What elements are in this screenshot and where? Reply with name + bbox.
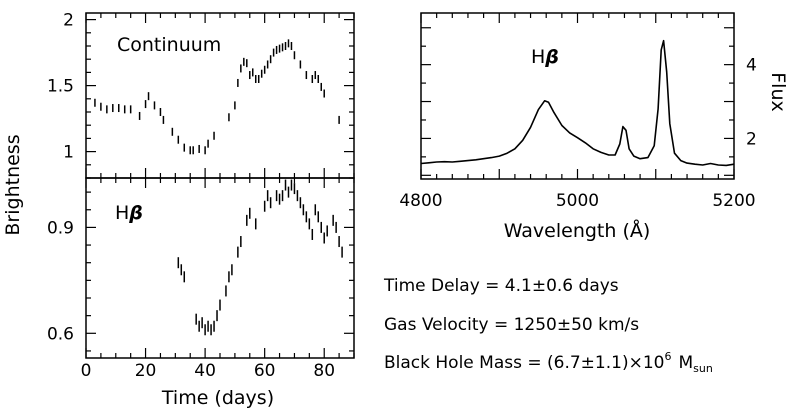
hbeta-lightcurve-points [177,179,343,336]
hbeta-lightcurve-ticks [85,178,355,358]
continuum-y-tick-label: 2 [63,11,74,31]
time-x-tick-label: 80 [313,361,335,381]
black-hole-mass-exponent: 6 [664,350,671,363]
flux-y-tick-labels: 24 [746,56,757,150]
spectrum-hbeta-label-h: H [531,46,545,68]
hbeta-y-tick-label: 0.6 [47,324,74,344]
spectrum-hbeta-label: Hβ [531,46,559,68]
gas-velocity-text: Gas Velocity = 1250±50 km/s [384,315,639,335]
time-x-tick-labels: 0 20 40 60 80 [81,361,335,381]
hbeta-lightcurve-label-beta: β [128,202,143,224]
black-hole-mass-unit-subscript: sun [693,362,713,375]
hbeta-y-tick-label: 0.9 [47,218,74,238]
wavelength-x-tick-labels: 4800 5000 5200 [399,191,755,211]
time-axis-title: Time (days) [161,387,274,409]
flux-y-tick-label: 4 [746,56,757,76]
time-x-tick-label: 20 [135,361,157,381]
flux-axis-title: Flux [767,72,789,112]
continuum-y-tick-label: 1 [63,143,74,163]
wavelength-x-tick-label: 4800 [399,191,442,211]
wavelength-axis-title: Wavelength (Å) [504,219,651,242]
black-hole-mass-main: Black Hole Mass = (6.7±1.1)×10 [384,353,664,373]
time-x-tick-label: 60 [254,361,276,381]
black-hole-mass-text: Black Hole Mass = (6.7±1.1)×106 Msun [384,350,713,375]
hbeta-lightcurve-label-h: H [115,202,129,224]
time-x-tick-label: 0 [81,361,92,381]
spectrum-line [420,39,735,167]
time-x-tick-label: 40 [194,361,216,381]
wavelength-x-tick-label: 5000 [556,191,599,211]
black-hole-mass-unit: M [678,353,693,373]
hbeta-lightcurve-panel: Hβ [85,177,355,359]
brightness-axis-title: Brightness [2,134,24,235]
continuum-panel: Continuum [85,12,355,179]
flux-y-tick-label: 2 [746,129,757,149]
continuum-ticks [85,13,355,179]
spectrum-frame [420,12,735,180]
time-delay-text: Time Delay = 4.1±0.6 days [383,276,619,296]
spectrum-hbeta-label-beta: β [544,46,559,68]
wavelength-x-tick-label: 5200 [712,191,755,211]
hbeta-lightcurve-label: Hβ [115,202,143,224]
spectrum-panel: Hβ [420,12,735,180]
lightcurve-y-tick-labels: 1 1.5 2 0.6 0.9 [47,11,74,345]
continuum-points [94,39,340,155]
continuum-y-tick-label: 1.5 [47,77,74,97]
spectrum-ticks [420,13,735,179]
continuum-label: Continuum [117,34,221,56]
